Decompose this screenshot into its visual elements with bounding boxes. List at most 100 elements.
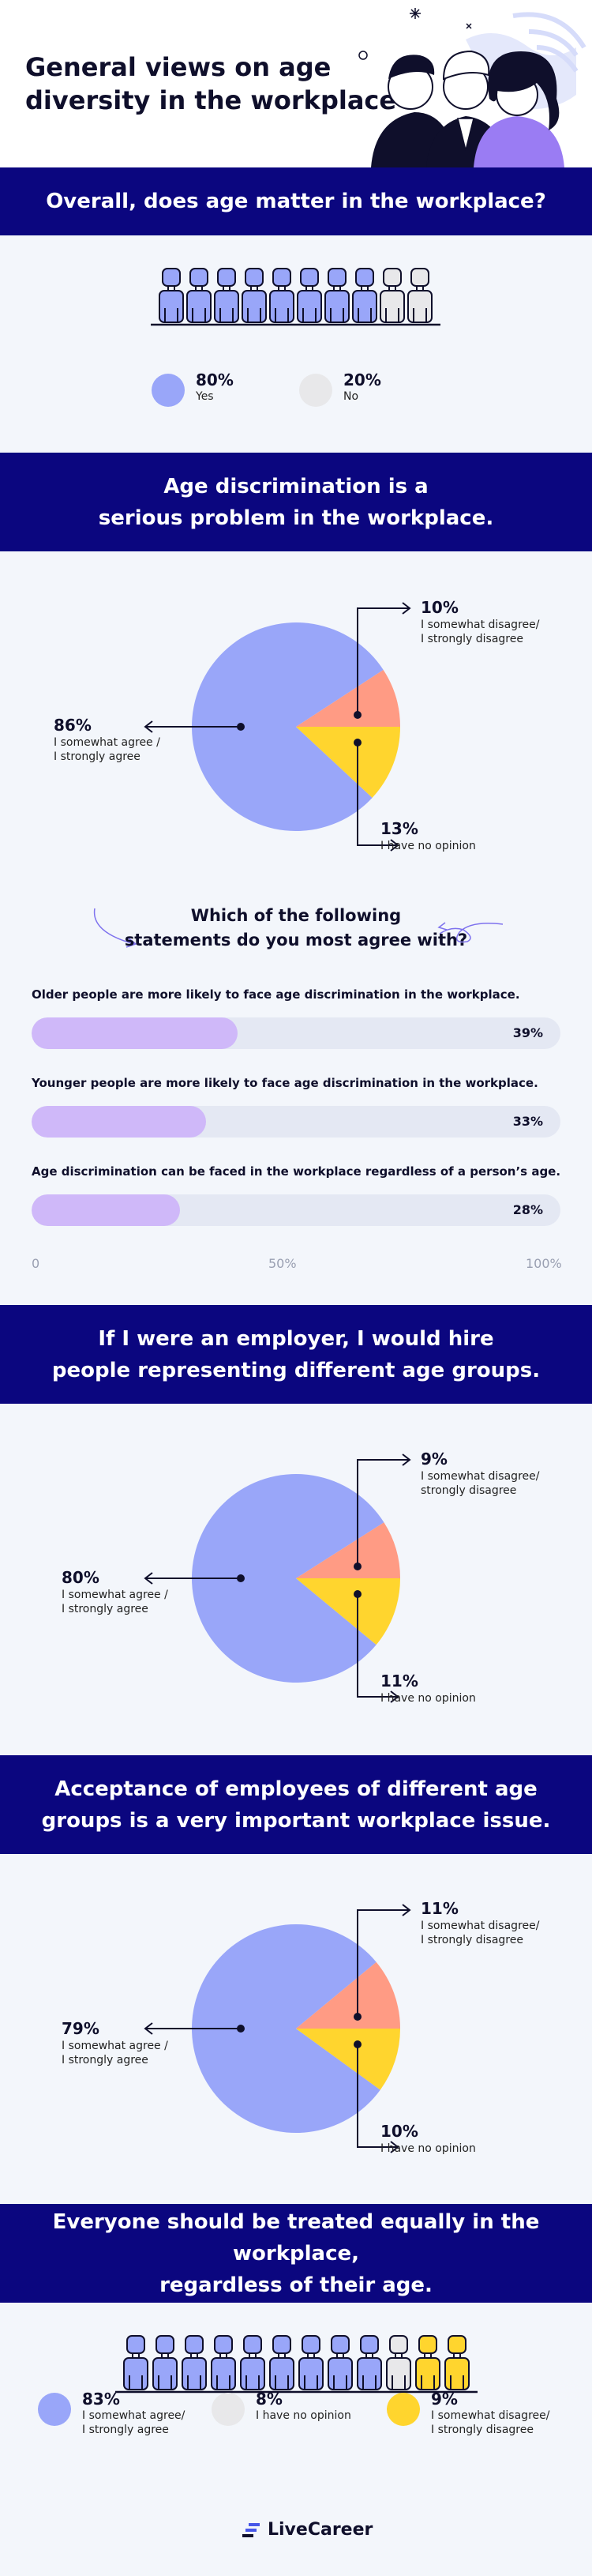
person-icon [380,268,405,323]
legend-pct: 80% [196,370,234,389]
pie2-label-noopinion-line1: I have no opinion [380,840,476,852]
section5-banner: Acceptance of employees of different age… [0,1755,592,1854]
pie-chart-acceptance-importance [144,1904,411,2153]
legend-label: I have no opinion [256,2409,351,2422]
person-icon [352,268,377,323]
person-icon [211,2335,236,2390]
pie4-label-agree-pct: 80% [62,1568,99,1587]
pie2-label-disagree-line1: I somewhat disagree/ [421,619,540,631]
section1-banner: Overall, does age matter in the workplac… [0,167,592,235]
bar-fill [32,1106,207,1138]
people-icon-row-1 [151,268,440,326]
sparkle-icon [410,8,421,19]
bar-category-label: Age discrimination can be faced in the w… [32,1164,561,1179]
pie2-label-disagree-pct: 10% [421,598,459,617]
person-icon [159,268,184,323]
livecareer-logo-text: LiveCareer [268,2520,373,2540]
bar-value-label: 28% [512,1202,543,1217]
pie4-label-disagree: 9% I somewhat disagree/ strongly disagre… [421,1449,539,1498]
bar-category-label: Older people are more likely to face age… [32,987,520,1002]
curved-arrow-left-icon [93,908,137,948]
legend-pct: 9% [431,2390,458,2409]
person-icon [444,2335,470,2390]
pie5-label-noopinion-pct: 10% [380,2122,418,2141]
legend-label: Yes [196,390,214,403]
pie2-slice-disagree [296,670,400,727]
section5-heading-line-2: groups is a very important workplace iss… [41,1808,551,1833]
pie4-label-noopinion-pct: 11% [380,1672,418,1690]
section6-heading-line-2: regardless of their age. [159,2273,433,2297]
person-icon [242,268,267,323]
livecareer-logo-icon [242,2522,260,2537]
section2-heading-line-1: Age discrimination is a [163,474,429,498]
person-icon [328,2335,353,2390]
person-icon [357,2335,382,2390]
pie5-label-agree-pct: 79% [62,2019,99,2038]
section3-question-line-1: Which of the following [190,906,402,925]
person-icon [415,2335,440,2390]
person-icon [269,268,294,323]
pie2-leader-lines [144,602,411,852]
person-icon [407,268,433,323]
section6-heading-line-1: Everyone should be treated equally in th… [52,2209,540,2266]
person-icon [182,2335,207,2390]
pie4-label-disagree-line2: strongly disagree [421,1484,517,1497]
person-icon [324,268,350,323]
pie4-label-noopinion: 11% I have no opinion [380,1671,476,1705]
legend-label: No [343,390,359,403]
page-title: General views on age diversity in the wo… [25,51,396,117]
person-icon [386,2335,411,2390]
pie4-label-agree-line2: I strongly agree [62,1603,148,1615]
pie2-slice-agree [192,622,384,831]
pie2-label-agree: 86% I somewhat agree / I strongly agree [54,715,160,764]
section2-heading-line-2: serious problem in the workplace. [98,506,494,530]
bar-fill [32,1194,180,1226]
legend-label: I somewhat agree/ [82,2409,185,2422]
pie2-label-agree-pct: 86% [54,716,92,735]
pie5-slice-disagree [296,1961,400,2029]
bar-track: 39% [32,1017,560,1049]
pie-chart-age-discrimination [144,602,411,852]
pie4-slice-agree [192,1474,384,1683]
pie5-leader-lines [144,1904,411,2153]
section1-heading: Overall, does age matter in the workplac… [46,190,546,213]
bar-track: 28% [32,1194,560,1226]
pie5-label-agree-line2: I strongly agree [62,2054,148,2066]
legend-pct: 20% [343,370,381,389]
title-line-2: diversity in the workplace [25,85,397,115]
x-tick-0: 0 [32,1256,40,1271]
pie4-label-agree-line1: I somewhat agree / [62,1589,168,1601]
section4-banner: If I were an employer, I would hire peop… [0,1305,592,1404]
person-icon [240,2335,265,2390]
header: General views on age diversity in the wo… [0,0,592,167]
pie5-label-noopinion: 10% I have no opinion [380,2121,476,2156]
pie4-leader-lines [144,1453,411,1703]
pie5-slice-agree [192,1924,380,2133]
bar-category-label: Younger people are more likely to face a… [32,1076,538,1090]
pie5-label-disagree-pct: 11% [421,1899,459,1918]
livecareer-logo[interactable]: LiveCareer [242,2520,373,2540]
person-icon [297,268,322,323]
pie4-label-noopinion-line1: I have no opinion [380,1692,476,1705]
section4-heading-line-2: people representing different age groups… [51,1358,541,1382]
pie5-label-agree: 79% I somewhat agree / I strongly agree [62,2018,168,2067]
pie4-label-agree: 80% I somewhat agree / I strongly agree [62,1567,168,1616]
pie5-label-disagree: 11% I somewhat disagree/ I strongly disa… [421,1898,539,1947]
pie2-slice-noopinion [296,727,400,798]
pie-chart-hire-different-ages [144,1453,411,1703]
legend-swatch [299,374,332,407]
title-line-1: General views on age [25,52,332,82]
bar-fill [32,1017,238,1049]
bar-track: 33% [32,1106,560,1138]
person-icon [214,268,239,323]
pie2-label-noopinion-pct: 13% [380,819,418,838]
people-illustration [358,8,586,167]
section3-question: Which of the following statements do you… [0,904,592,953]
person-icon [152,2335,178,2390]
x-tick-100: 100% [526,1256,562,1271]
pie4-slice-noopinion [296,1578,400,1645]
pie5-label-disagree-line1: I somewhat disagree/ [421,1920,540,1932]
bar-value-label: 33% [512,1114,543,1129]
section2-banner: Age discrimination is a serious problem … [0,453,592,551]
